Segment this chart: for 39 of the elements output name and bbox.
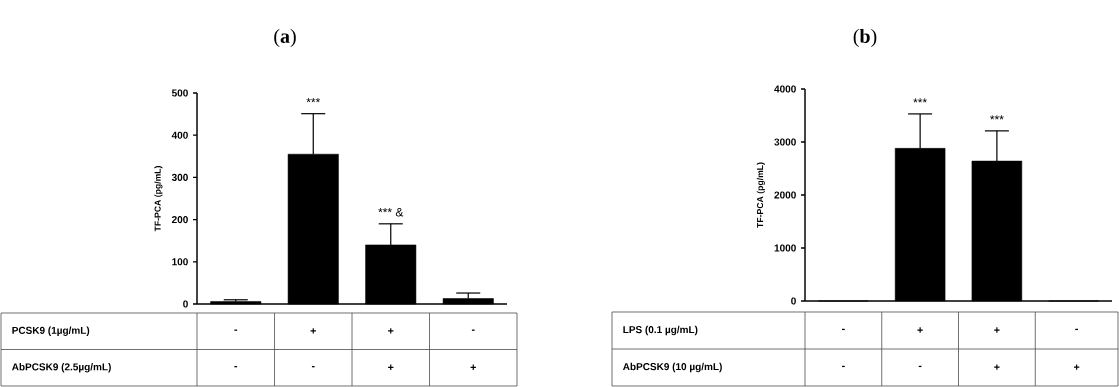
annotation: ***: [913, 98, 927, 103]
text: PCSK9 (1µg/mL): [12, 326, 90, 336]
annotation: ***: [306, 98, 321, 103]
text: +: [388, 364, 394, 371]
text: -: [918, 365, 922, 368]
y-axis-title: TF-PCA (pg/mL): [154, 165, 163, 232]
text: -: [842, 328, 845, 331]
y-tick-label: 4000: [774, 85, 796, 93]
text: AbPCSK9 (10 µg/mL): [622, 362, 722, 373]
y-tick-label: 1000: [774, 244, 796, 252]
text: +: [994, 364, 1000, 370]
chart-title: (b): [853, 28, 877, 48]
text: +: [1073, 364, 1080, 370]
y-axis-title: TF-PCA (pg/mL): [756, 162, 765, 228]
text: -: [234, 329, 238, 331]
y-tick-label: 0: [791, 297, 796, 305]
text: +: [310, 328, 316, 334]
text: LPS (0.1 µg/mL): [623, 325, 698, 336]
y-tick-label: 100: [172, 258, 188, 266]
y-tick-label: 300: [171, 173, 188, 181]
text: -: [234, 366, 238, 368]
text: -: [471, 329, 475, 331]
text: -: [311, 366, 315, 368]
text: +: [388, 328, 394, 334]
text: -: [1075, 328, 1078, 331]
text: +: [470, 364, 476, 371]
y-tick-label: 500: [171, 89, 188, 97]
y-tick-label: 2000: [774, 191, 796, 199]
text: -: [842, 365, 845, 368]
y-tick-label: 200: [171, 216, 188, 224]
y-tick-label: 0: [183, 300, 188, 308]
text: +: [917, 327, 923, 333]
text: AbPCSK9 (2.5µg/mL): [11, 363, 111, 373]
annotation: *** &: [378, 208, 404, 217]
annotation: ***: [990, 115, 1004, 120]
text: +: [994, 327, 1000, 333]
chart-title: (a): [274, 28, 296, 48]
y-tick-label: 400: [171, 131, 188, 139]
y-tick-label: 3000: [774, 138, 796, 146]
